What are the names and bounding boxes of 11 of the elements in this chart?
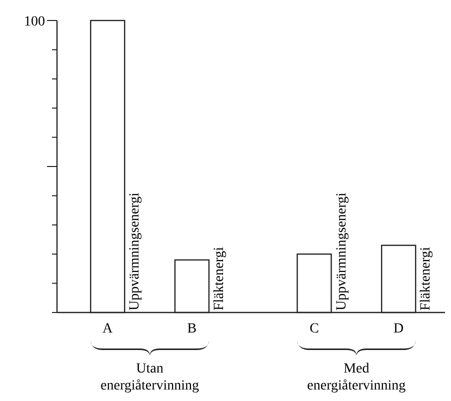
annotation: Uppvärmningsenergi	[334, 192, 350, 310]
text: Med energiåtervinning	[307, 362, 406, 394]
annotation: Uppvärmningsenergi	[128, 192, 143, 310]
x-tick-label: B	[187, 322, 197, 336]
x-tick-label: C	[310, 322, 319, 336]
y-tick-label: 100	[24, 14, 45, 30]
annotation: Fläktenergi	[418, 246, 434, 310]
text: Utan energiåtervinning	[100, 362, 200, 394]
annotation: Fläktenergi	[212, 246, 227, 310]
x-tick-label: D	[394, 322, 404, 336]
x-tick-label: A	[102, 322, 114, 336]
